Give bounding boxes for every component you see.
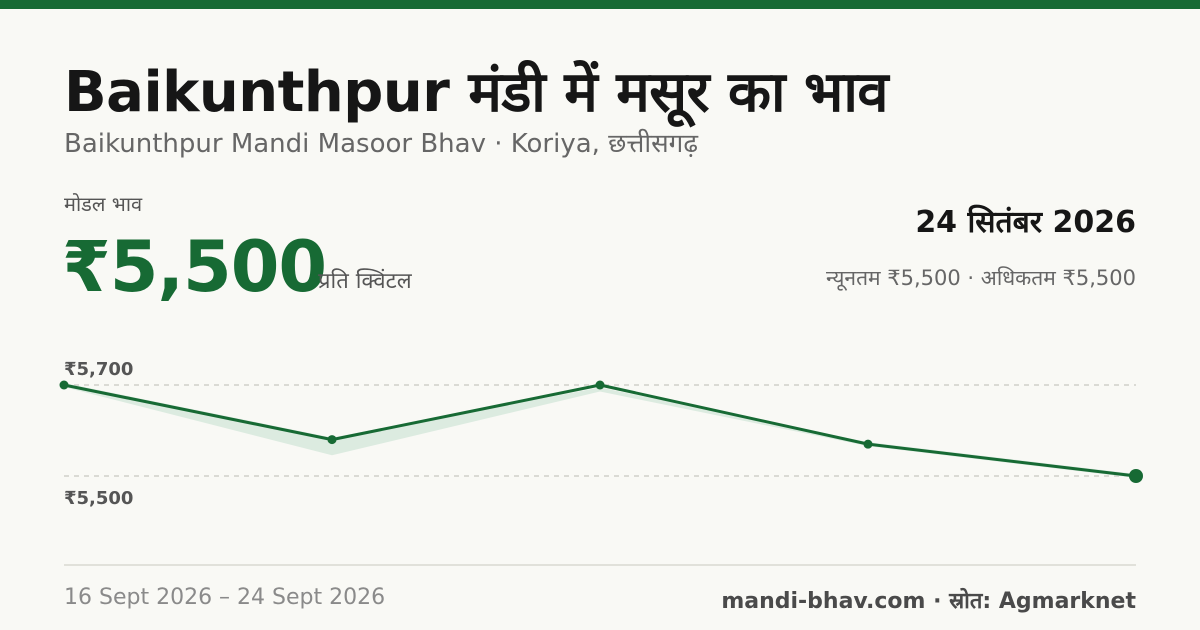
- footer-divider: [64, 564, 1136, 566]
- min-max-range: न्यूनतम ₹5,500 · अधिकतम ₹5,500: [826, 266, 1136, 290]
- page-subtitle: Baikunthpur Mandi Masoor Bhav · Koriya, …: [64, 129, 698, 159]
- min-max-band: [64, 383, 1136, 478]
- top-accent-bar: [0, 0, 1200, 9]
- price-unit: प्रति क्विंटल: [318, 269, 412, 294]
- data-point: [863, 439, 873, 449]
- model-price-label: मोडल भाव: [64, 192, 143, 216]
- data-point: [1129, 469, 1143, 483]
- date-period: 16 Sept 2026 – 24 Sept 2026: [64, 585, 386, 610]
- series-line: [63, 383, 1137, 478]
- model-price-value: ₹5,500: [62, 226, 327, 308]
- site-source-credit: mandi-bhav.com · स्रोत: Agmarknet: [721, 589, 1136, 614]
- page-title: Baikunthpur मंडी में मसूर का भाव: [64, 60, 889, 125]
- data-point: [327, 435, 337, 445]
- data-point: [595, 380, 605, 390]
- data-point: [59, 380, 69, 390]
- y-tick-label: ₹5,500: [64, 488, 133, 509]
- y-tick-label: ₹5,700: [64, 359, 133, 380]
- price-date: 24 सितंबर 2026: [915, 205, 1136, 240]
